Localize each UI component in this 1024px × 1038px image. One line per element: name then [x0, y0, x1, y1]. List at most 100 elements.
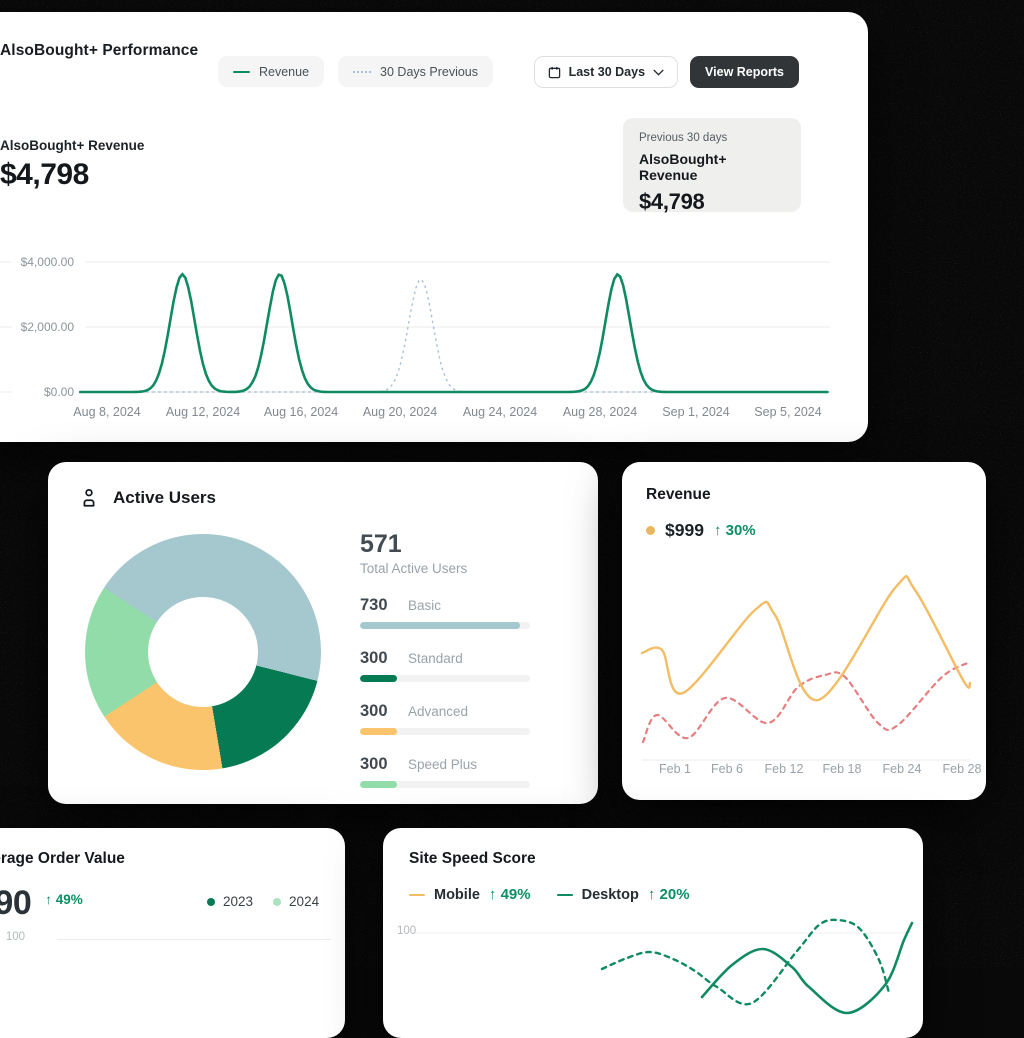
- user-icon: [83, 488, 95, 507]
- legend-previous-label: 30 Days Previous: [380, 64, 479, 79]
- revenue-metric-value: $4,798: [0, 158, 89, 191]
- x-tick: Aug 20, 2024: [362, 405, 438, 419]
- stat-label: Basic: [408, 598, 442, 613]
- aov-legend: 2023 2024: [207, 894, 319, 909]
- active-users-donut-chart: [85, 534, 321, 770]
- legend-desktop-label: Desktop: [581, 886, 639, 903]
- aov-y-tick: 100: [5, 931, 25, 943]
- stat-bar-fill: [360, 728, 398, 735]
- revenue-card-title: Revenue: [646, 486, 711, 503]
- stat-row-speed-plus: 300 Speed Plus: [360, 755, 560, 788]
- legend-2023-dot-icon: [207, 897, 215, 906]
- mobile-change: ↑ 49%: [488, 886, 531, 903]
- x-tick: Sep 1, 2024: [662, 405, 730, 419]
- x-tick: Aug 12, 2024: [165, 405, 241, 419]
- desktop-solid-line: [700, 921, 914, 1015]
- current-series-line: [640, 575, 972, 702]
- speed-y-tick: 100: [397, 925, 417, 937]
- x-tick: Feb 24: [882, 762, 922, 776]
- x-tick: Aug 24, 2024: [462, 405, 538, 419]
- legend-2024-label: 2024: [289, 894, 320, 909]
- stat-bar-fill: [360, 781, 398, 788]
- active-users-title: Active Users: [113, 488, 217, 507]
- x-tick: Feb 18: [822, 762, 862, 776]
- legend-2024-dot-icon: [273, 897, 282, 906]
- legend-mobile[interactable]: Mobile ↑ 49%: [409, 886, 531, 903]
- x-tick: Aug 28, 2024: [562, 405, 638, 419]
- active-users-stats: 571 Total Active Users 730 Basic 300 Sta…: [360, 530, 560, 788]
- revenue-bullet-icon: [646, 526, 655, 535]
- average-order-value-card: Average Order Value $90 ↑ 49% 2023 2024 …: [0, 828, 345, 1038]
- stat-bar-fill: [360, 622, 520, 629]
- previous-line-swatch-icon: [353, 70, 372, 73]
- revenue-metric-label: AlsoBought+ Revenue: [0, 138, 145, 153]
- site-speed-title: Site Speed Score: [409, 850, 536, 867]
- x-tick: Sep 5, 2024: [754, 405, 822, 419]
- revenue-change: ↑ 30%: [713, 522, 756, 539]
- legend-2023-label: 2023: [223, 894, 254, 909]
- x-tick: Feb 1: [659, 762, 691, 776]
- mobile-line-swatch-icon: [409, 893, 425, 896]
- revenue-line-swatch-icon: [233, 70, 250, 73]
- legend-mobile-label: Mobile: [434, 886, 480, 903]
- legend-2024[interactable]: 2024: [273, 894, 319, 909]
- total-active-users-label: Total Active Users: [360, 561, 468, 576]
- y-tick-4000: $4,000.00: [21, 255, 75, 269]
- revenue-value: $999: [665, 520, 704, 540]
- legend-desktop[interactable]: Desktop ↑ 20%: [556, 886, 690, 903]
- desktop-dashed-line: [600, 918, 891, 1006]
- stat-bar-track: [360, 781, 530, 788]
- previous-revenue-label: AlsoBought+ Revenue: [639, 151, 727, 183]
- aov-value: $90: [0, 884, 32, 922]
- legend-revenue[interactable]: Revenue: [218, 56, 325, 87]
- stat-value: 300: [360, 649, 388, 667]
- aov-change: ↑ 49%: [45, 892, 83, 907]
- stat-label: Speed Plus: [408, 757, 478, 772]
- stat-bar-track: [360, 675, 530, 682]
- chevron-down-icon: [653, 69, 664, 76]
- stat-value: 730: [360, 596, 388, 614]
- stat-value: 300: [360, 755, 388, 773]
- site-speed-card: Site Speed Score Mobile ↑ 49% Desktop ↑ …: [383, 828, 923, 1038]
- site-speed-legend: Mobile ↑ 49% Desktop ↑ 20%: [409, 886, 690, 903]
- x-tick: Feb 6: [711, 762, 743, 776]
- date-range-dropdown[interactable]: Last 30 Days: [533, 56, 679, 88]
- revenue-line-chart: [640, 575, 972, 761]
- date-range-label: Last 30 Days: [568, 65, 646, 79]
- stat-row-basic: 730 Basic: [360, 596, 560, 629]
- calendar-icon: [548, 66, 560, 78]
- legend-2023[interactable]: 2023: [207, 894, 253, 909]
- performance-line-chart: $4,000.00 $2,000.00 $0.00: [0, 255, 830, 399]
- stat-row-advanced: 300 Advanced: [360, 702, 560, 735]
- y-tick-0: $0.00: [44, 385, 74, 399]
- performance-legend: Revenue 30 Days Previous: [218, 56, 494, 87]
- x-tick: Feb 12: [764, 762, 804, 776]
- aov-gridline: [57, 939, 331, 940]
- total-active-users-value: 571: [360, 530, 402, 558]
- previous-series-line: [641, 660, 972, 744]
- previous-revenue-value: $4,798: [639, 189, 705, 214]
- x-tick: Aug 16, 2024: [263, 405, 339, 419]
- previous-period-summary: Previous 30 days AlsoBought+ Revenue $4,…: [623, 118, 801, 214]
- view-reports-button[interactable]: View Reports: [690, 56, 799, 88]
- x-tick: Feb 28: [942, 762, 982, 776]
- revenue-series-line: [78, 272, 829, 394]
- stat-bar-fill: [360, 675, 398, 682]
- stat-bar-track: [360, 622, 530, 629]
- y-tick-2000: $2,000.00: [21, 320, 75, 334]
- site-speed-line-chart: [415, 918, 914, 1015]
- stat-bar-track: [360, 728, 530, 735]
- stat-row-standard: 300 Standard: [360, 649, 560, 682]
- desktop-change: ↑ 20%: [647, 886, 690, 903]
- performance-card-title: AlsoBought+ Performance: [0, 42, 199, 59]
- legend-revenue-label: Revenue: [259, 64, 310, 79]
- stat-label: Advanced: [408, 704, 469, 719]
- desktop-line-swatch-icon: [556, 893, 573, 896]
- stat-value: 300: [360, 702, 388, 720]
- active-users-card: Active Users 571 Total Active Users 730 …: [48, 462, 598, 804]
- previous-series-line: [80, 278, 828, 393]
- revenue-card: Revenue $999 ↑ 30% Feb 1 Feb 6 Feb 12 Fe…: [622, 462, 986, 800]
- legend-30-days-previous[interactable]: 30 Days Previous: [338, 56, 494, 87]
- stat-label: Standard: [408, 651, 463, 666]
